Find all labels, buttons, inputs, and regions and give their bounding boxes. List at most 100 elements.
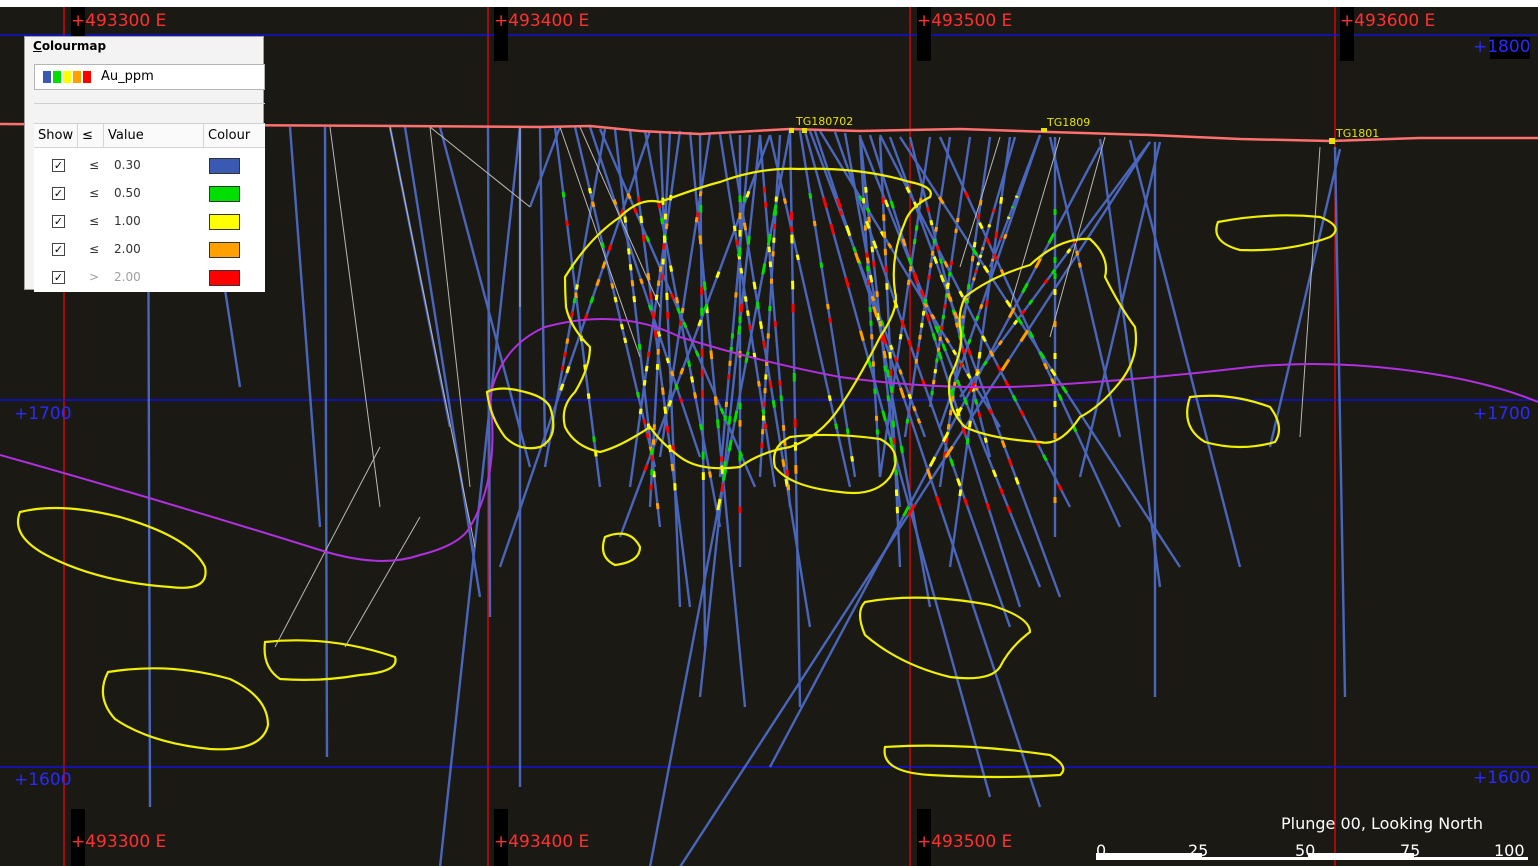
grade-interval [693, 392, 698, 399]
grade-interval [646, 272, 651, 281]
grade-interval [763, 423, 768, 429]
column-header-colour[interactable]: Colour [204, 124, 265, 148]
column-header-show[interactable]: Show [34, 124, 78, 148]
grade-interval [982, 265, 990, 274]
grade-interval [938, 258, 944, 264]
colour-swatch[interactable] [209, 214, 240, 230]
grade-interval [623, 337, 628, 344]
show-checkbox[interactable]: ✓ [52, 215, 65, 228]
grade-interval [979, 303, 984, 310]
show-checkbox[interactable]: ✓ [52, 159, 65, 172]
axis-tick [917, 7, 931, 61]
show-checkbox[interactable]: ✓ [52, 187, 65, 200]
grade-interval [626, 192, 632, 200]
hole-label: TG180702 [796, 115, 854, 128]
grade-interval [1007, 307, 1016, 319]
grade-interval [758, 321, 764, 329]
grade-interval [699, 423, 704, 431]
grade-interval [997, 340, 1004, 346]
grade-interval [828, 317, 833, 324]
grade-interval [946, 282, 950, 288]
palette-swatch-icon [63, 71, 71, 83]
grade-interval [949, 458, 955, 467]
grade-interval [722, 469, 728, 481]
colourmap-row[interactable]: ✓ >2.00 [34, 264, 265, 292]
colour-swatch[interactable] [209, 242, 240, 258]
colourmap-row[interactable]: ✓ ≤2.00 [34, 236, 265, 264]
colourmap-row[interactable]: ✓ ≤0.30 [34, 152, 265, 180]
grade-interval [948, 409, 953, 416]
hole-label: TG1809 [1047, 116, 1091, 129]
grade-interval [930, 250, 935, 256]
threshold-value: 0.30 [114, 158, 141, 172]
drillhole-trace [323, 126, 329, 758]
drillhole-trace [429, 126, 471, 488]
grade-interval [921, 310, 926, 316]
grade-interval [867, 216, 871, 223]
grade-interval [768, 380, 773, 389]
grade-interval [983, 437, 988, 443]
easting-label: +493300 E [71, 832, 167, 852]
drillhole-trace [559, 126, 641, 358]
axis-tick [1490, 37, 1530, 59]
drillhole-trace [403, 126, 482, 598]
operator: > [89, 270, 100, 284]
grade-interval [559, 383, 565, 391]
grade-interval [570, 311, 575, 317]
grade-interval [630, 280, 635, 287]
grade-interval [709, 350, 714, 360]
colour-swatch[interactable] [209, 270, 240, 286]
grade-interval [720, 465, 725, 475]
colourmap-selector[interactable]: Au_ppm [34, 64, 265, 90]
grade-interval [719, 407, 725, 415]
scale-label: 100 [1494, 841, 1525, 860]
grade-interval [660, 217, 665, 225]
grade-interval [972, 241, 977, 248]
grade-interval [645, 432, 650, 439]
grade-interval [961, 427, 967, 436]
column-header-value[interactable]: Value [104, 124, 204, 148]
column-header-le[interactable]: ≤ [78, 124, 104, 148]
grade-interval [936, 347, 941, 352]
show-checkbox[interactable]: ✓ [52, 243, 65, 256]
grade-interval [970, 255, 975, 262]
grade-interval [935, 495, 942, 507]
colourmap-selected-attribute: Au_ppm [101, 69, 154, 84]
grade-interval [976, 213, 981, 220]
grade-interval [595, 278, 601, 287]
grade-interval [669, 370, 675, 377]
collar-marker [1041, 128, 1047, 132]
easting-label: +493400 E [494, 11, 590, 31]
grade-interval [1016, 316, 1024, 325]
grade-interval [838, 210, 844, 216]
grade-interval [927, 274, 931, 280]
colour-swatch[interactable] [209, 186, 240, 202]
grade-interval [976, 261, 981, 266]
grade-interval [906, 503, 917, 517]
grade-interval [748, 324, 753, 331]
grade-interval [679, 367, 685, 375]
grade-interval [664, 223, 669, 230]
grade-interval [1014, 195, 1019, 199]
grade-interval [975, 315, 980, 321]
grade-interval [944, 337, 950, 344]
grade-interval [650, 455, 655, 462]
operator: ≤ [89, 214, 100, 228]
colourmap-row[interactable]: ✓ ≤1.00 [34, 208, 265, 236]
grade-interval [716, 419, 720, 429]
colour-swatch[interactable] [209, 158, 240, 174]
ore-outline [562, 167, 932, 470]
ore-outline [883, 744, 1065, 779]
northing-label: +1800 [1473, 37, 1531, 57]
grade-interval [985, 237, 991, 245]
grade-interval [708, 471, 713, 478]
colourmap-row[interactable]: ✓ ≤0.50 [34, 180, 265, 208]
grade-interval [947, 271, 952, 277]
grade-interval [907, 339, 913, 348]
grade-interval [665, 425, 670, 434]
grade-interval [737, 325, 742, 335]
show-checkbox[interactable]: ✓ [52, 271, 65, 284]
grade-interval [870, 246, 875, 253]
drillhole-trace [1333, 146, 1347, 698]
grade-interval [955, 406, 963, 418]
